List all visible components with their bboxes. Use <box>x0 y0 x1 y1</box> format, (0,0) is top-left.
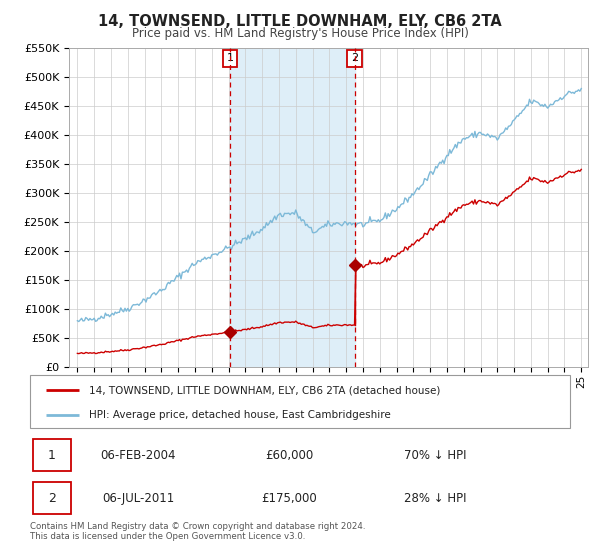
Text: £60,000: £60,000 <box>265 449 313 461</box>
Text: 06-JUL-2011: 06-JUL-2011 <box>102 492 174 505</box>
Text: 2: 2 <box>47 492 56 505</box>
FancyBboxPatch shape <box>33 482 71 514</box>
Text: £175,000: £175,000 <box>262 492 317 505</box>
FancyBboxPatch shape <box>30 375 570 428</box>
Text: 14, TOWNSEND, LITTLE DOWNHAM, ELY, CB6 2TA: 14, TOWNSEND, LITTLE DOWNHAM, ELY, CB6 2… <box>98 14 502 29</box>
Text: 14, TOWNSEND, LITTLE DOWNHAM, ELY, CB6 2TA (detached house): 14, TOWNSEND, LITTLE DOWNHAM, ELY, CB6 2… <box>89 385 441 395</box>
Text: 70% ↓ HPI: 70% ↓ HPI <box>404 449 466 461</box>
Text: 1: 1 <box>226 53 233 63</box>
Text: 28% ↓ HPI: 28% ↓ HPI <box>404 492 466 505</box>
Text: Price paid vs. HM Land Registry's House Price Index (HPI): Price paid vs. HM Land Registry's House … <box>131 27 469 40</box>
Bar <box>230 48 355 367</box>
Text: HPI: Average price, detached house, East Cambridgeshire: HPI: Average price, detached house, East… <box>89 410 391 420</box>
Text: 2: 2 <box>351 53 358 63</box>
Text: Contains HM Land Registry data © Crown copyright and database right 2024.
This d: Contains HM Land Registry data © Crown c… <box>30 522 365 542</box>
Text: 1: 1 <box>47 449 56 461</box>
FancyBboxPatch shape <box>33 439 71 471</box>
Text: 06-FEB-2004: 06-FEB-2004 <box>100 449 176 461</box>
